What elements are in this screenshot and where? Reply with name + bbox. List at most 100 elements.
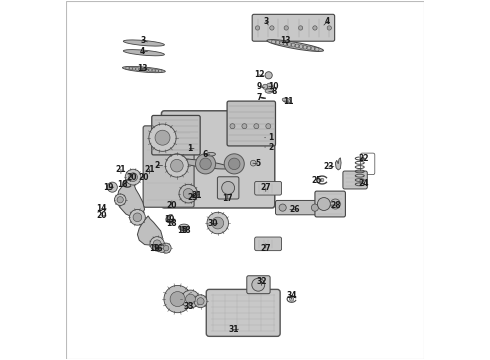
Circle shape	[181, 290, 199, 308]
Circle shape	[330, 199, 341, 209]
Text: 5: 5	[253, 159, 260, 168]
Ellipse shape	[267, 40, 323, 51]
FancyBboxPatch shape	[143, 126, 194, 207]
Circle shape	[196, 154, 216, 174]
Text: 20: 20	[139, 174, 149, 183]
Circle shape	[267, 83, 272, 89]
Circle shape	[284, 26, 289, 30]
Circle shape	[270, 26, 274, 30]
Circle shape	[115, 194, 126, 206]
Circle shape	[265, 72, 272, 79]
Circle shape	[125, 169, 141, 185]
Circle shape	[252, 278, 265, 291]
FancyBboxPatch shape	[227, 101, 275, 146]
Text: 22: 22	[359, 154, 369, 163]
Ellipse shape	[123, 50, 165, 56]
Text: 34: 34	[286, 291, 297, 300]
Text: 4: 4	[324, 17, 330, 26]
Text: 2: 2	[154, 161, 163, 170]
Circle shape	[200, 158, 211, 170]
Circle shape	[228, 158, 240, 170]
FancyBboxPatch shape	[343, 171, 368, 189]
FancyBboxPatch shape	[275, 201, 320, 215]
Circle shape	[183, 189, 194, 199]
Text: 3: 3	[263, 17, 269, 26]
Polygon shape	[117, 176, 145, 218]
Polygon shape	[137, 216, 163, 245]
Circle shape	[221, 181, 235, 194]
Text: 32: 32	[256, 276, 267, 285]
Circle shape	[107, 182, 117, 192]
FancyBboxPatch shape	[152, 116, 200, 155]
Text: 9: 9	[257, 82, 265, 91]
Circle shape	[298, 26, 303, 30]
Circle shape	[194, 295, 207, 308]
Text: 20: 20	[126, 174, 137, 183]
Text: 3: 3	[140, 36, 147, 45]
Circle shape	[161, 243, 171, 253]
Text: 27: 27	[261, 244, 271, 253]
Text: 21: 21	[145, 165, 155, 174]
Circle shape	[117, 197, 123, 203]
Text: 30: 30	[207, 219, 218, 228]
Circle shape	[224, 154, 245, 174]
Text: 10: 10	[269, 82, 279, 91]
Text: 18: 18	[167, 219, 177, 228]
Text: 24: 24	[359, 179, 369, 188]
Text: 6: 6	[202, 150, 210, 159]
FancyBboxPatch shape	[255, 181, 282, 195]
Circle shape	[158, 245, 166, 252]
Text: 20: 20	[97, 211, 107, 220]
Ellipse shape	[282, 98, 291, 103]
Circle shape	[320, 178, 324, 182]
Circle shape	[150, 237, 164, 251]
Circle shape	[149, 124, 176, 151]
Text: 2: 2	[265, 143, 273, 152]
Text: 1: 1	[187, 144, 194, 153]
Text: 13: 13	[280, 36, 291, 45]
Text: 33: 33	[184, 302, 195, 311]
Circle shape	[242, 124, 247, 129]
Text: 31: 31	[228, 325, 239, 334]
FancyBboxPatch shape	[206, 289, 280, 336]
Text: 12: 12	[254, 71, 265, 80]
Text: 7: 7	[257, 93, 264, 102]
Circle shape	[129, 173, 138, 181]
Text: 19: 19	[165, 215, 175, 224]
Circle shape	[290, 297, 294, 301]
Circle shape	[197, 298, 204, 305]
Text: 19: 19	[149, 244, 160, 253]
Ellipse shape	[265, 89, 273, 93]
Text: 18: 18	[180, 226, 191, 235]
Circle shape	[313, 26, 317, 30]
Circle shape	[263, 84, 268, 89]
FancyBboxPatch shape	[247, 276, 270, 294]
Circle shape	[166, 154, 188, 177]
Ellipse shape	[179, 224, 190, 230]
Circle shape	[279, 204, 286, 211]
Circle shape	[207, 212, 228, 234]
Circle shape	[327, 26, 331, 30]
Ellipse shape	[173, 159, 230, 169]
Text: 21: 21	[116, 165, 126, 174]
Ellipse shape	[206, 152, 216, 156]
Ellipse shape	[123, 40, 165, 46]
Text: 17: 17	[222, 194, 233, 203]
Text: 13: 13	[138, 64, 148, 73]
Text: 23: 23	[324, 162, 334, 171]
Text: 18: 18	[117, 180, 128, 189]
Text: 20: 20	[167, 201, 177, 210]
Circle shape	[167, 154, 187, 174]
Circle shape	[153, 240, 161, 248]
Circle shape	[186, 294, 196, 304]
Text: 27: 27	[261, 183, 271, 192]
Circle shape	[254, 124, 259, 129]
Text: 16: 16	[152, 244, 163, 253]
FancyBboxPatch shape	[218, 177, 239, 199]
Circle shape	[129, 210, 146, 225]
Text: 25: 25	[312, 176, 322, 185]
Polygon shape	[335, 158, 341, 170]
Circle shape	[311, 204, 318, 211]
Circle shape	[179, 184, 197, 203]
Circle shape	[212, 217, 223, 229]
